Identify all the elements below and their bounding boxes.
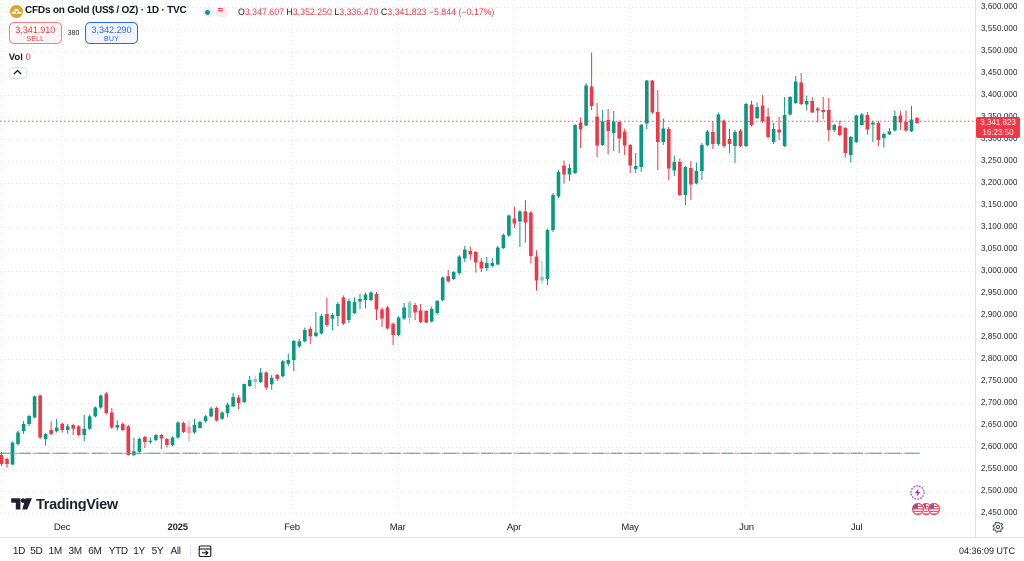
svg-text:TradingView: TradingView (36, 497, 119, 511)
